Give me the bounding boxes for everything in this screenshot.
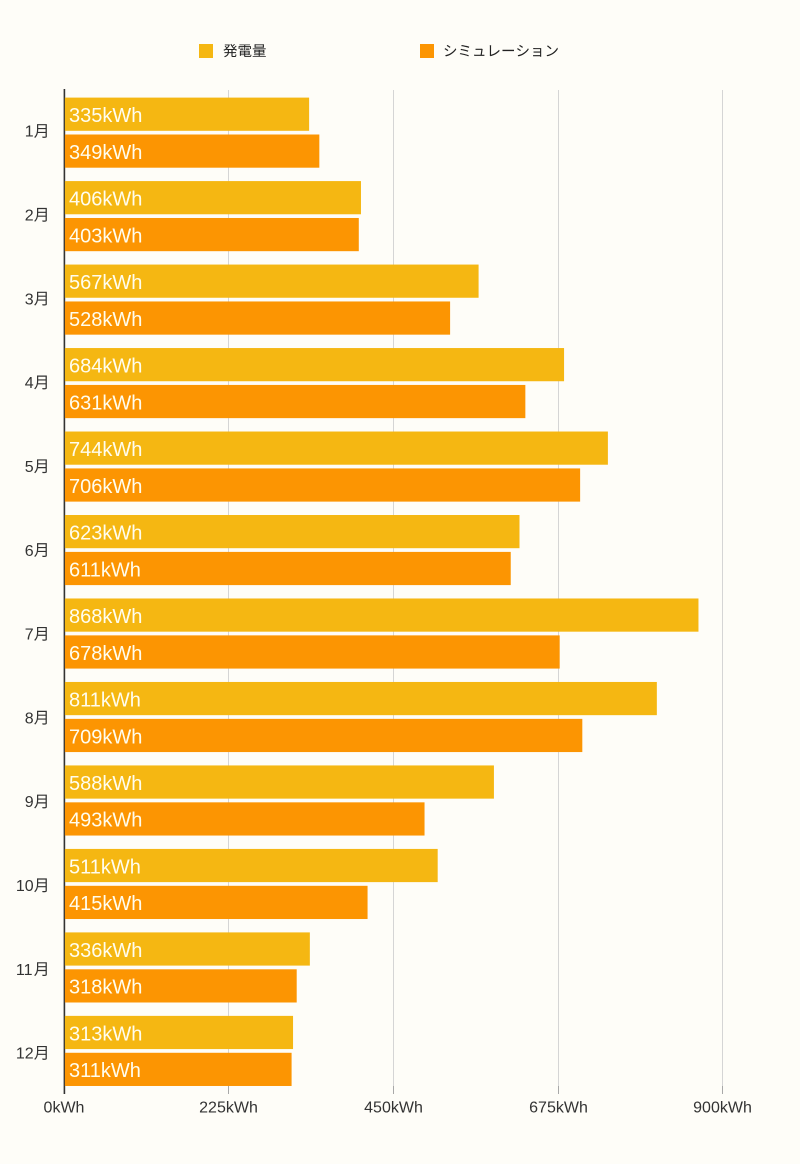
svg-text:406kWh: 406kWh [69,188,142,210]
svg-text:678kWh: 678kWh [69,643,142,665]
svg-text:611kWh: 611kWh [69,559,141,581]
svg-text:706kWh: 706kWh [69,476,142,498]
svg-text:675kWh: 675kWh [529,1100,588,1117]
svg-text:528kWh: 528kWh [69,309,142,331]
svg-text:2: 2 [25,208,34,225]
svg-text:12: 12 [16,1046,34,1063]
svg-text:10: 10 [16,878,34,895]
svg-text:709kWh: 709kWh [69,726,142,748]
svg-text:567kWh: 567kWh [69,272,142,294]
svg-text:349kWh: 349kWh [69,142,142,164]
svg-text:7: 7 [25,627,34,644]
svg-text:3: 3 [25,291,34,308]
svg-text:5: 5 [25,459,34,476]
svg-text:1: 1 [25,124,34,141]
svg-text:900kWh: 900kWh [693,1100,752,1117]
svg-text:631kWh: 631kWh [69,392,142,414]
svg-text:588kWh: 588kWh [69,773,142,795]
svg-text:684kWh: 684kWh [69,355,142,377]
svg-text:6: 6 [25,543,34,560]
svg-text:4: 4 [25,375,34,392]
svg-text:403kWh: 403kWh [69,225,142,247]
svg-text:623kWh: 623kWh [69,522,142,544]
svg-text:11: 11 [16,962,33,979]
svg-text:868kWh: 868kWh [69,606,142,628]
svg-text:511kWh: 511kWh [69,856,141,878]
svg-text:311kWh: 311kWh [69,1060,141,1082]
svg-text:318kWh: 318kWh [69,977,142,999]
svg-text:335kWh: 335kWh [69,105,142,127]
svg-text:450kWh: 450kWh [364,1100,423,1117]
svg-text:225kWh: 225kWh [199,1100,258,1117]
svg-text:313kWh: 313kWh [69,1023,142,1045]
svg-text:9: 9 [25,794,34,811]
svg-text:336kWh: 336kWh [69,940,142,962]
svg-text:415kWh: 415kWh [69,893,142,915]
svg-text:744kWh: 744kWh [69,439,142,461]
svg-text:8: 8 [25,710,34,727]
svg-text:0kWh: 0kWh [44,1100,85,1117]
svg-text:811kWh: 811kWh [69,689,141,711]
svg-text:493kWh: 493kWh [69,810,142,832]
